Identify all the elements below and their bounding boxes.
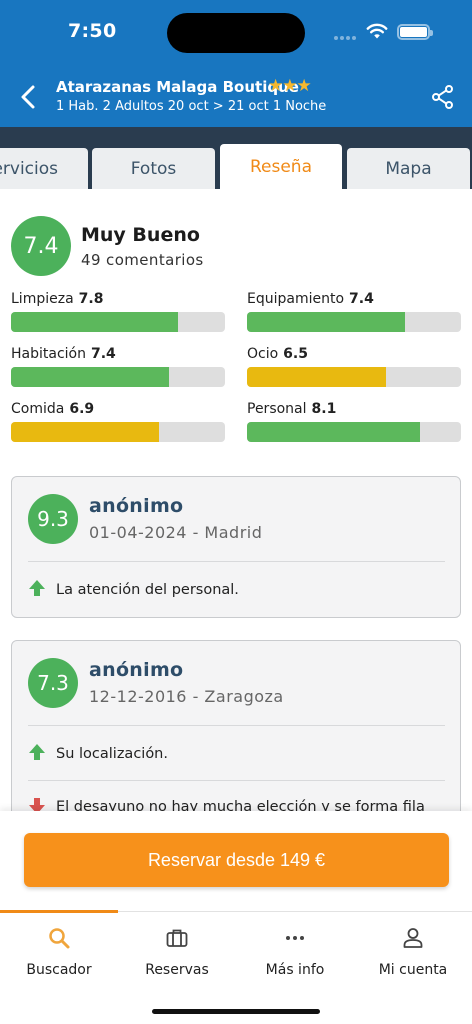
metric-bar	[11, 422, 225, 442]
review-count: 49 comentarios	[81, 251, 204, 269]
tab-fotos[interactable]: Fotos	[92, 148, 215, 189]
search-icon	[49, 928, 70, 949]
metric-limpieza: Limpieza 7.8	[11, 291, 225, 332]
status-time: 7:50	[68, 20, 117, 42]
cellular-signal-icon	[334, 36, 356, 40]
user-icon	[403, 928, 423, 948]
metric-value: 7.8	[78, 291, 104, 307]
review-date-location: 12-12-2016 - Zaragoza	[89, 687, 284, 706]
star-rating: ★★★	[268, 76, 312, 96]
metric-bar	[247, 422, 461, 442]
metric-bar-fill	[247, 312, 406, 332]
metric-habitacion: Habitación 7.4	[11, 346, 225, 387]
bottom-navigation: Buscador Reservas Más info Mi cuenta	[0, 910, 472, 1024]
overall-score-badge: 7.4	[11, 216, 71, 276]
overall-rating-label: Muy Bueno	[81, 224, 200, 246]
nav-label: Buscador	[26, 962, 92, 978]
metric-label: Personal	[247, 401, 307, 417]
hotel-name: Atarazanas Malaga Boutique	[56, 78, 299, 96]
metric-ocio: Ocio 6.5	[247, 346, 461, 387]
metric-value: 6.9	[69, 401, 95, 417]
review-date-location: 01-04-2024 - Madrid	[89, 523, 263, 542]
app-header: 7:50 Atarazanas Malaga Boutique ★★★ 1 Ha…	[0, 0, 472, 127]
home-indicator	[152, 1009, 320, 1014]
metric-value: 6.5	[283, 346, 308, 362]
nav-buscador[interactable]: Buscador	[0, 912, 118, 992]
metric-comida: Comida 6.9	[11, 401, 225, 442]
arrow-up-icon	[29, 580, 45, 596]
nav-mi-cuenta[interactable]: Mi cuenta	[354, 912, 472, 992]
nav-label: Más info	[265, 962, 325, 978]
nav-mas-info[interactable]: Más info	[236, 912, 354, 992]
metric-label: Comida	[11, 401, 65, 417]
nav-label: Reservas	[145, 962, 209, 978]
metric-bar-fill	[11, 367, 170, 387]
booking-summary: 1 Hab. 2 Adultos 20 oct > 21 oct 1 Noche	[56, 99, 327, 114]
camera-notch	[167, 13, 305, 53]
review-score-badge: 7.3	[28, 658, 78, 708]
card-divider	[28, 561, 445, 562]
metric-value: 7.4	[90, 346, 116, 362]
metric-personal: Personal 8.1	[247, 401, 461, 442]
metric-label: Limpieza	[11, 291, 74, 307]
metric-value: 8.1	[311, 401, 337, 417]
reviewer-name: anónimo	[89, 659, 184, 681]
metric-bar	[247, 312, 461, 332]
review-positive-text: La atención del personal.	[56, 582, 239, 598]
tab-mapa[interactable]: Mapa	[347, 148, 470, 189]
wifi-icon	[366, 23, 388, 39]
share-icon[interactable]	[430, 84, 456, 110]
booking-cta-area: Reservar desde 149 €	[0, 811, 472, 911]
reviewer-name: anónimo	[89, 495, 184, 517]
review-card: 7.3 anónimo 12-12-2016 - Zaragoza Su loc…	[11, 640, 461, 840]
metric-bar	[247, 367, 461, 387]
arrow-down-icon	[29, 798, 45, 814]
metric-value: 7.4	[349, 291, 374, 307]
arrow-up-icon	[29, 744, 45, 760]
nav-reservas[interactable]: Reservas	[118, 912, 236, 992]
briefcase-icon	[166, 929, 188, 947]
metric-equipamiento: Equipamiento 7.4	[247, 291, 461, 332]
card-divider	[28, 780, 445, 781]
reserve-button[interactable]: Reservar desde 149 €	[24, 833, 449, 887]
metric-label: Equipamiento	[247, 291, 345, 307]
nav-label: Mi cuenta	[378, 962, 448, 978]
review-card: 9.3 anónimo 01-04-2024 - Madrid La atenc…	[11, 476, 461, 618]
back-button[interactable]	[14, 82, 44, 112]
metric-bar-fill	[11, 422, 159, 442]
active-tab-indicator	[0, 910, 118, 913]
more-icon	[286, 936, 304, 940]
battery-icon	[397, 24, 433, 40]
metric-bar-fill	[11, 312, 178, 332]
metric-label: Habitación	[11, 346, 86, 362]
review-score-badge: 9.3	[28, 494, 78, 544]
metric-bar-fill	[247, 422, 421, 442]
card-divider	[28, 725, 445, 726]
tab-resena[interactable]: Reseña	[220, 144, 342, 189]
review-positive-text: Su localización.	[56, 746, 168, 762]
metric-bar-fill	[247, 367, 387, 387]
metric-bar	[11, 367, 225, 387]
metric-label: Ocio	[247, 346, 279, 362]
metric-bar	[11, 312, 225, 332]
